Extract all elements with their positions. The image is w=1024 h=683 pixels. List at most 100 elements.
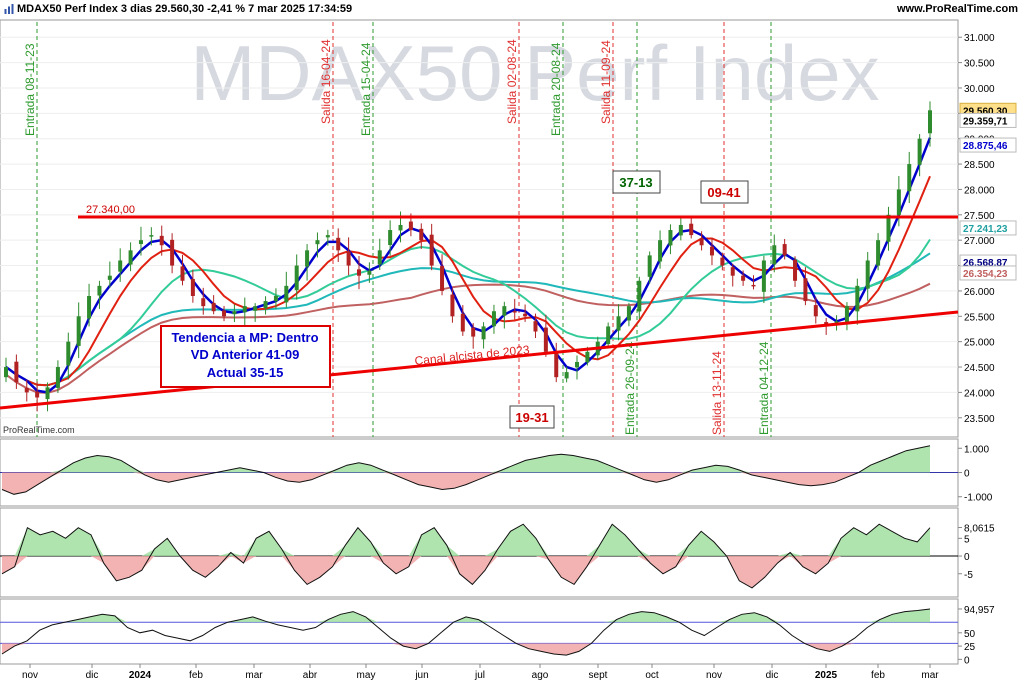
- candle-body: [678, 224, 683, 236]
- candle-body: [170, 239, 175, 266]
- candle-body: [55, 367, 60, 388]
- candle-body: [876, 240, 881, 266]
- trend-info-line-2: VD Anterior 41-09: [191, 347, 300, 362]
- x-tick-label: abr: [303, 670, 318, 681]
- candle-body: [761, 260, 766, 292]
- osc-tick-label: 8,0615: [964, 523, 995, 534]
- y-tick-label: 26.000: [964, 287, 995, 298]
- candle-body: [273, 296, 278, 302]
- ma-green-line: [5, 238, 931, 387]
- candle-body: [190, 278, 195, 296]
- price-label-box: [959, 265, 1017, 281]
- candle-body: [886, 214, 891, 242]
- candle-body: [720, 257, 725, 266]
- trend-info-line-1: Tendencia a MP: Dentro: [171, 330, 318, 345]
- annotation-box-1: [612, 170, 661, 194]
- osc-positive-area: [2, 445, 930, 473]
- osc-tick-label: -1.000: [964, 493, 993, 504]
- y-tick-label: 30.000: [964, 84, 995, 95]
- price-label-text: 29.359,71: [963, 116, 1008, 127]
- candle-body: [429, 234, 434, 266]
- osc-tick-label: 94,957: [964, 605, 995, 616]
- candle-body: [730, 267, 735, 276]
- channel-label: Canal alcista de 2023: [414, 343, 531, 368]
- x-tick-label: ago: [532, 670, 549, 681]
- candle-body: [896, 189, 901, 216]
- vertical-marker-layer: Entrada 08-11-23 Salida 16-04-24 Entrada 1…: [23, 22, 772, 437]
- vertical-marker-label: Entrada 04-12-24: [757, 341, 771, 435]
- candle-body: [45, 387, 50, 400]
- x-tick-label: 2025: [815, 670, 838, 681]
- candle-body: [813, 305, 818, 317]
- candle-body: [398, 224, 403, 231]
- x-tick-label: dic: [86, 670, 99, 681]
- candle-body: [637, 280, 642, 312]
- vertical-marker-label: Salida 02-08-24: [505, 39, 519, 124]
- y-tick-label: 25.000: [964, 338, 995, 349]
- candle-body: [325, 235, 330, 238]
- y-tick-label: 28.500: [964, 160, 995, 171]
- candle-body: [689, 223, 694, 236]
- candle-body: [907, 164, 912, 192]
- osc-negative-area: [2, 472, 930, 495]
- candle-body: [575, 361, 580, 368]
- candle-body: [523, 313, 528, 317]
- x-tick-label: nov: [706, 670, 722, 681]
- candle-body: [855, 285, 860, 312]
- candle-body: [668, 230, 673, 246]
- x-tick-label: nov: [22, 670, 38, 681]
- candle-body: [14, 361, 19, 383]
- x-axis-layer: nov dic 2024 feb mar abr may jun jul ago sept oct no…: [22, 664, 939, 681]
- watermark-text: MDAX50 Perf Index: [190, 29, 879, 117]
- osc-tick-label: 25: [964, 642, 976, 653]
- candle-body: [128, 250, 133, 265]
- x-tick-label: may: [357, 670, 376, 681]
- candle-body: [315, 240, 320, 245]
- osc-line: [1, 608, 931, 656]
- candle-body: [803, 278, 808, 302]
- candle-body: [543, 327, 548, 352]
- annotation-text-2: 09-41: [707, 185, 740, 200]
- y-tick-label: 31.000: [964, 33, 995, 44]
- candle-body: [793, 259, 798, 281]
- candle-body: [35, 391, 40, 398]
- candle-body: [263, 301, 268, 309]
- candle-body: [87, 296, 92, 319]
- y-tick-label: 25.500: [964, 312, 995, 323]
- x-tick-label: feb: [189, 670, 203, 681]
- price-label-text: 26.354,23: [963, 269, 1008, 280]
- credit-label: ProRealTime.com: [3, 425, 75, 435]
- vertical-marker-label: Entrada 20-08-24: [549, 42, 563, 136]
- vertical-marker-label: Salida 11-09-24: [599, 40, 613, 124]
- candle-body: [616, 316, 621, 331]
- candle-body: [491, 311, 496, 327]
- osc2-panel-frame: [0, 507, 959, 598]
- candle-body: [180, 266, 185, 281]
- vertical-marker-label: Salida 13-11-24: [710, 351, 724, 435]
- candle-body: [346, 251, 351, 266]
- candle-body: [294, 265, 299, 291]
- candle-body: [336, 237, 341, 251]
- chart-title: MDAX50 Perf Index 3 dias 29.560,30 -2,41…: [17, 3, 353, 15]
- candle-body: [388, 230, 393, 245]
- candles-layer: [4, 101, 932, 412]
- y-tick-label: 24.000: [964, 388, 995, 399]
- candle-body: [356, 269, 361, 276]
- annotation-text-3: 19-31: [515, 410, 548, 425]
- candle-body: [440, 266, 445, 291]
- osc-tick-label: 0: [964, 552, 970, 563]
- candle-body: [24, 387, 29, 393]
- candle-body: [782, 244, 787, 256]
- candle-body: [481, 326, 486, 340]
- x-tick-label: feb: [871, 670, 885, 681]
- candle-body: [709, 246, 714, 256]
- osc-line: [1, 523, 931, 589]
- candle-body: [66, 341, 71, 366]
- x-tick-label: sept: [589, 670, 608, 681]
- ma-red-line: [5, 175, 931, 387]
- candle-body: [419, 228, 424, 241]
- ma-long-line: [5, 282, 931, 394]
- price-label-text: 26.568,87: [963, 258, 1008, 269]
